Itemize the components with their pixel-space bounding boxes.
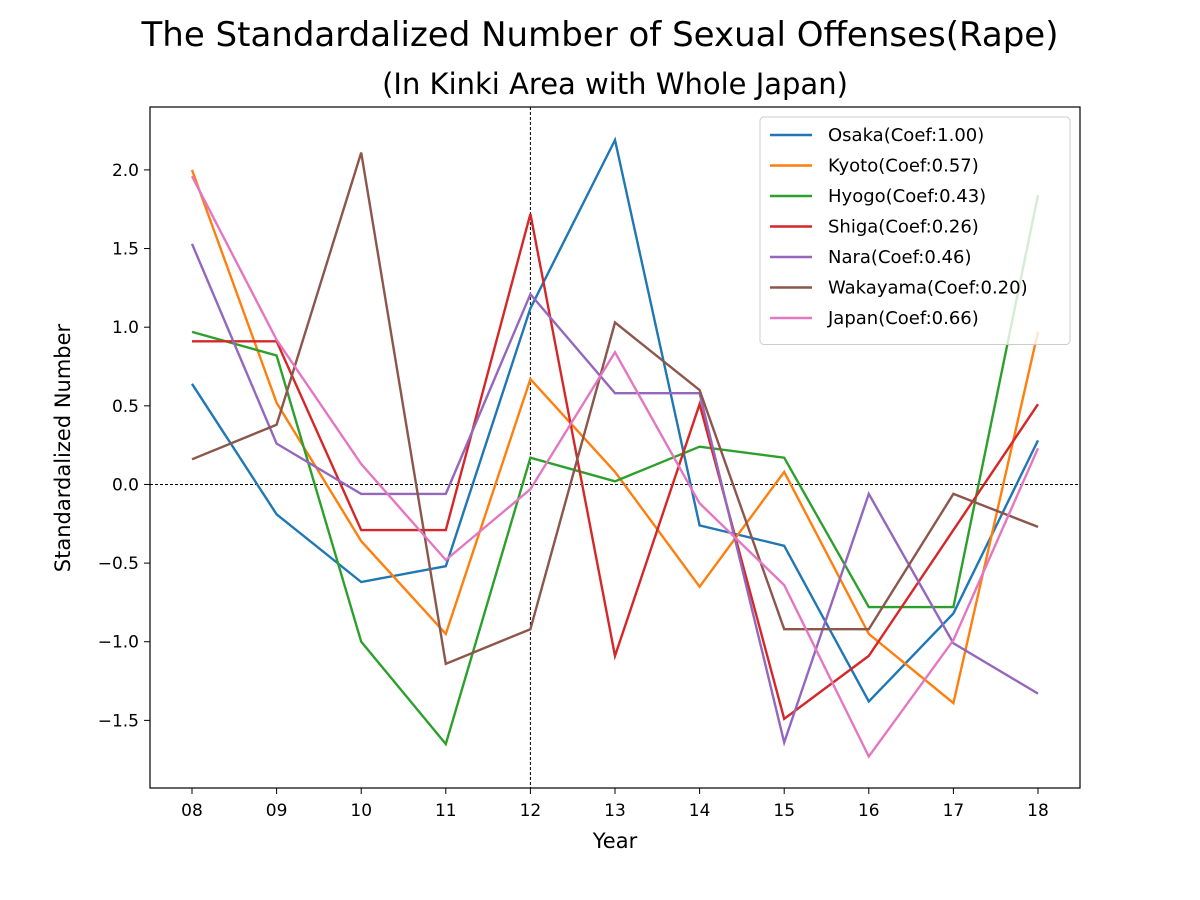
legend-label-4: Nara(Coef:0.46) [828, 247, 971, 268]
chart-title: The Standardalized Number of Sexual Offe… [141, 15, 1059, 55]
y-tick-label: 0.0 [112, 475, 139, 495]
x-tick-label: 16 [858, 801, 880, 821]
legend-label-5: Wakayama(Coef:0.20) [828, 278, 1028, 299]
series-line-3 [192, 213, 1039, 721]
legend-label-0: Osaka(Coef:1.00) [828, 125, 984, 146]
x-tick-label: 10 [350, 801, 372, 821]
x-axis-label: Year [592, 829, 638, 853]
y-tick-label: −1.5 [98, 711, 139, 731]
x-tick-label: 09 [266, 801, 288, 821]
chart-subtitle: (In Kinki Area with Whole Japan) [382, 67, 848, 101]
x-tick-label: 14 [689, 801, 711, 821]
legend: Osaka(Coef:1.00) Kyoto(Coef:0.57) Hyogo(Co… [759, 116, 1071, 345]
plot-area: 08 09 10 11 12 13 14 15 16 17 18 2.0 1.5 1.0 0.5 0.0 −0.… [98, 106, 1081, 821]
y-axis-label: Standardalized Number [51, 323, 75, 572]
x-tick-label: 13 [604, 801, 626, 821]
series-line-4 [190, 243, 1039, 747]
x-tick-label: 12 [520, 801, 542, 821]
y-tick-label: −1.0 [98, 633, 139, 653]
series-line-6 [190, 175, 1040, 759]
legend-label-6: Japan(Coef:0.66) [827, 308, 979, 329]
x-tick-label: 17 [943, 801, 965, 821]
series-line-5 [191, 152, 1039, 666]
series-line-0 [190, 136, 1040, 704]
series-line-2 [191, 194, 1040, 747]
y-tick-label: 1.5 [112, 240, 139, 260]
legend-label-3: Shiga(Coef:0.26) [828, 217, 979, 238]
legend-box [759, 116, 1071, 345]
legend-label-1: Kyoto(Coef:0.57) [828, 156, 979, 177]
y-tick-label: 0.5 [112, 397, 139, 417]
y-tick-label: 1.0 [112, 318, 139, 338]
x-tick-label: 15 [773, 801, 795, 821]
legend-label-2: Hyogo(Coef:0.43) [828, 186, 986, 207]
y-tick-label: 2.0 [112, 161, 139, 181]
series-line-1 [190, 169, 1040, 706]
x-tick-label: 08 [181, 801, 203, 821]
x-tick-label: 11 [435, 801, 457, 821]
y-tick-label: −0.5 [98, 554, 139, 574]
x-tick-label: 18 [1027, 801, 1049, 821]
